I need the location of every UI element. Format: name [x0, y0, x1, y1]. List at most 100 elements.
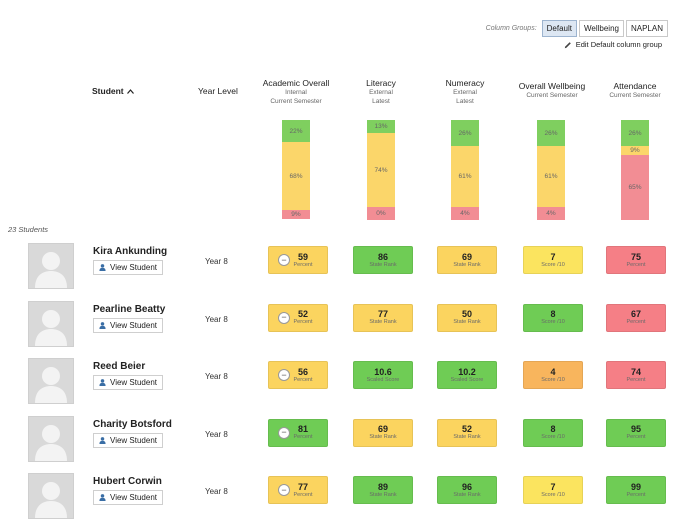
numeracy-header[interactable]: Numeracy External Latest: [432, 78, 498, 106]
overall-wellbeing-header[interactable]: Overall Wellbeing Current Semester: [512, 81, 592, 100]
distribution-segment-yellow: 61%: [537, 146, 565, 207]
score-cell[interactable]: 99 Percent: [606, 476, 666, 504]
score-cell[interactable]: 77 State Rank: [353, 303, 413, 332]
score-cell[interactable]: 7 Score /10: [523, 476, 583, 504]
numeracy-title: Numeracy: [445, 78, 485, 88]
person-icon: [99, 264, 106, 271]
view-student-label: View Student: [110, 493, 157, 502]
academic-overall-title: Academic Overall: [262, 78, 330, 88]
score-value: 50: [461, 309, 472, 319]
view-student-button[interactable]: View Student: [93, 317, 163, 333]
score-cell[interactable]: −56 Percent: [268, 361, 328, 389]
student-name[interactable]: Hubert Corwin: [93, 476, 162, 487]
score-cell[interactable]: 10.6 Scaled Score: [353, 361, 413, 389]
score-value: 77: [297, 481, 308, 492]
score-cell[interactable]: 96 State Rank: [437, 476, 497, 504]
score-cell[interactable]: 69 State Rank: [353, 418, 413, 447]
column-group-default-button[interactable]: Default: [541, 20, 577, 37]
distribution-segment-red: 4%: [537, 207, 565, 220]
numeracy-sub1: External: [453, 89, 477, 96]
student-name[interactable]: Reed Beier: [93, 361, 146, 372]
distribution-segment-green: 22%: [282, 120, 310, 142]
score-value: 8: [550, 309, 556, 319]
literacy-header[interactable]: Literacy External Latest: [348, 78, 414, 106]
score-value: 77: [377, 309, 388, 319]
student-header-label: Student: [92, 86, 124, 96]
score-cell[interactable]: 95 Percent: [606, 418, 666, 447]
student-column-header[interactable]: Student: [92, 86, 134, 96]
academic-overall-header[interactable]: Academic Overall Internal Current Semest…: [258, 78, 334, 106]
score-cell[interactable]: 86 State Rank: [353, 246, 413, 274]
attendance-header[interactable]: Attendance Current Semester: [600, 81, 670, 100]
score-unit: State Rank: [369, 491, 397, 498]
view-student-button[interactable]: View Student: [93, 490, 163, 505]
distribution-segment-green: 13%: [367, 120, 395, 133]
literacy-sub2: Latest: [372, 98, 390, 105]
column-groups: Column Groups: Default Wellbeing NAPLAN: [486, 20, 668, 37]
distribution-label: 26%: [458, 129, 472, 137]
distribution-segment-red: 65%: [621, 155, 649, 220]
student-name[interactable]: Pearline Beatty: [93, 303, 166, 315]
avatar: [28, 473, 74, 519]
score-value: 52: [461, 424, 472, 434]
student-row: Reed Beier View Student Year 8 −56 Percent 10…: [0, 358, 680, 415]
year-level: Year 8: [205, 429, 228, 439]
distribution-label: 0%: [376, 210, 386, 217]
score-value: 56: [297, 366, 308, 377]
edit-default-column-group-link[interactable]: Edit Default column group: [564, 40, 662, 49]
column-group-wellbeing-button[interactable]: Wellbeing: [579, 20, 624, 37]
score-unit: State Rank: [453, 434, 481, 440]
score-cell[interactable]: 50 State Rank: [437, 303, 497, 332]
literacy-sub1: External: [369, 89, 393, 96]
score-cell[interactable]: 8 Score /10: [523, 303, 583, 332]
score-cell[interactable]: 7 Score /10: [523, 246, 583, 274]
score-cell[interactable]: −52 Percent: [268, 303, 328, 332]
edit-default-label: Edit Default column group: [575, 40, 662, 49]
student-count: 23 Students: [8, 225, 49, 234]
minus-circle-icon: −: [278, 426, 290, 439]
score-cell[interactable]: 69 State Rank: [437, 246, 497, 274]
score-unit: Percent: [293, 319, 313, 325]
view-student-label: View Student: [110, 320, 157, 330]
default-avatar-icon: [29, 359, 73, 403]
score-cell[interactable]: 8 Score /10: [523, 418, 583, 447]
view-student-label: View Student: [110, 435, 157, 445]
score-cell[interactable]: 4 Score /10: [523, 361, 583, 389]
minus-circle-icon: −: [278, 484, 290, 496]
distribution-segment-green: 26%: [537, 120, 565, 146]
distribution-segment-red: 9%: [282, 210, 310, 219]
score-value: 96: [461, 481, 472, 492]
score-cell[interactable]: 10.2 Scaled Score: [437, 361, 497, 389]
student-row: Pearline Beatty View Student Year 8−52 Perc…: [0, 300, 680, 358]
year-level-column-header[interactable]: Year Level: [198, 86, 238, 96]
score-value: 10.6: [374, 366, 392, 377]
column-group-naplan-button[interactable]: NAPLAN: [625, 20, 668, 37]
score-cell[interactable]: −59 Percent: [268, 246, 328, 274]
distribution-segment-yellow: 68%: [282, 142, 310, 210]
score-unit: Percent: [293, 434, 313, 440]
numeracy-distribution: 26% 61% 4%: [451, 120, 479, 220]
academic-overall-distribution: 22% 68% 9%: [282, 120, 310, 220]
avatar: [28, 415, 74, 462]
numeracy-sub2: Latest: [456, 98, 474, 105]
view-student-button[interactable]: View Student: [93, 260, 163, 275]
score-cell[interactable]: 52 State Rank: [437, 418, 497, 447]
score-cell[interactable]: −77 Percent: [268, 476, 328, 504]
score-cell[interactable]: 67 Percent: [606, 303, 666, 332]
year-level: Year 8: [205, 372, 228, 381]
avatar: [28, 358, 74, 404]
score-cell[interactable]: 75 Percent: [606, 246, 666, 274]
distribution-label: 26%: [544, 129, 558, 137]
view-student-button[interactable]: View Student: [93, 375, 163, 390]
view-student-button[interactable]: View Student: [93, 432, 163, 448]
avatar: [28, 243, 74, 289]
student-name[interactable]: Charity Botsford: [93, 418, 172, 430]
score-cell[interactable]: 74 Percent: [606, 361, 666, 389]
student-name[interactable]: Kira Ankunding: [93, 246, 168, 257]
score-unit: Percent: [626, 319, 646, 325]
score-unit: Percent: [293, 261, 313, 268]
attendance-distribution: 26% 9% 65%: [621, 120, 649, 220]
score-unit: Percent: [626, 376, 646, 383]
score-cell[interactable]: −81 Percent: [268, 418, 328, 447]
score-cell[interactable]: 89 State Rank: [353, 476, 413, 504]
